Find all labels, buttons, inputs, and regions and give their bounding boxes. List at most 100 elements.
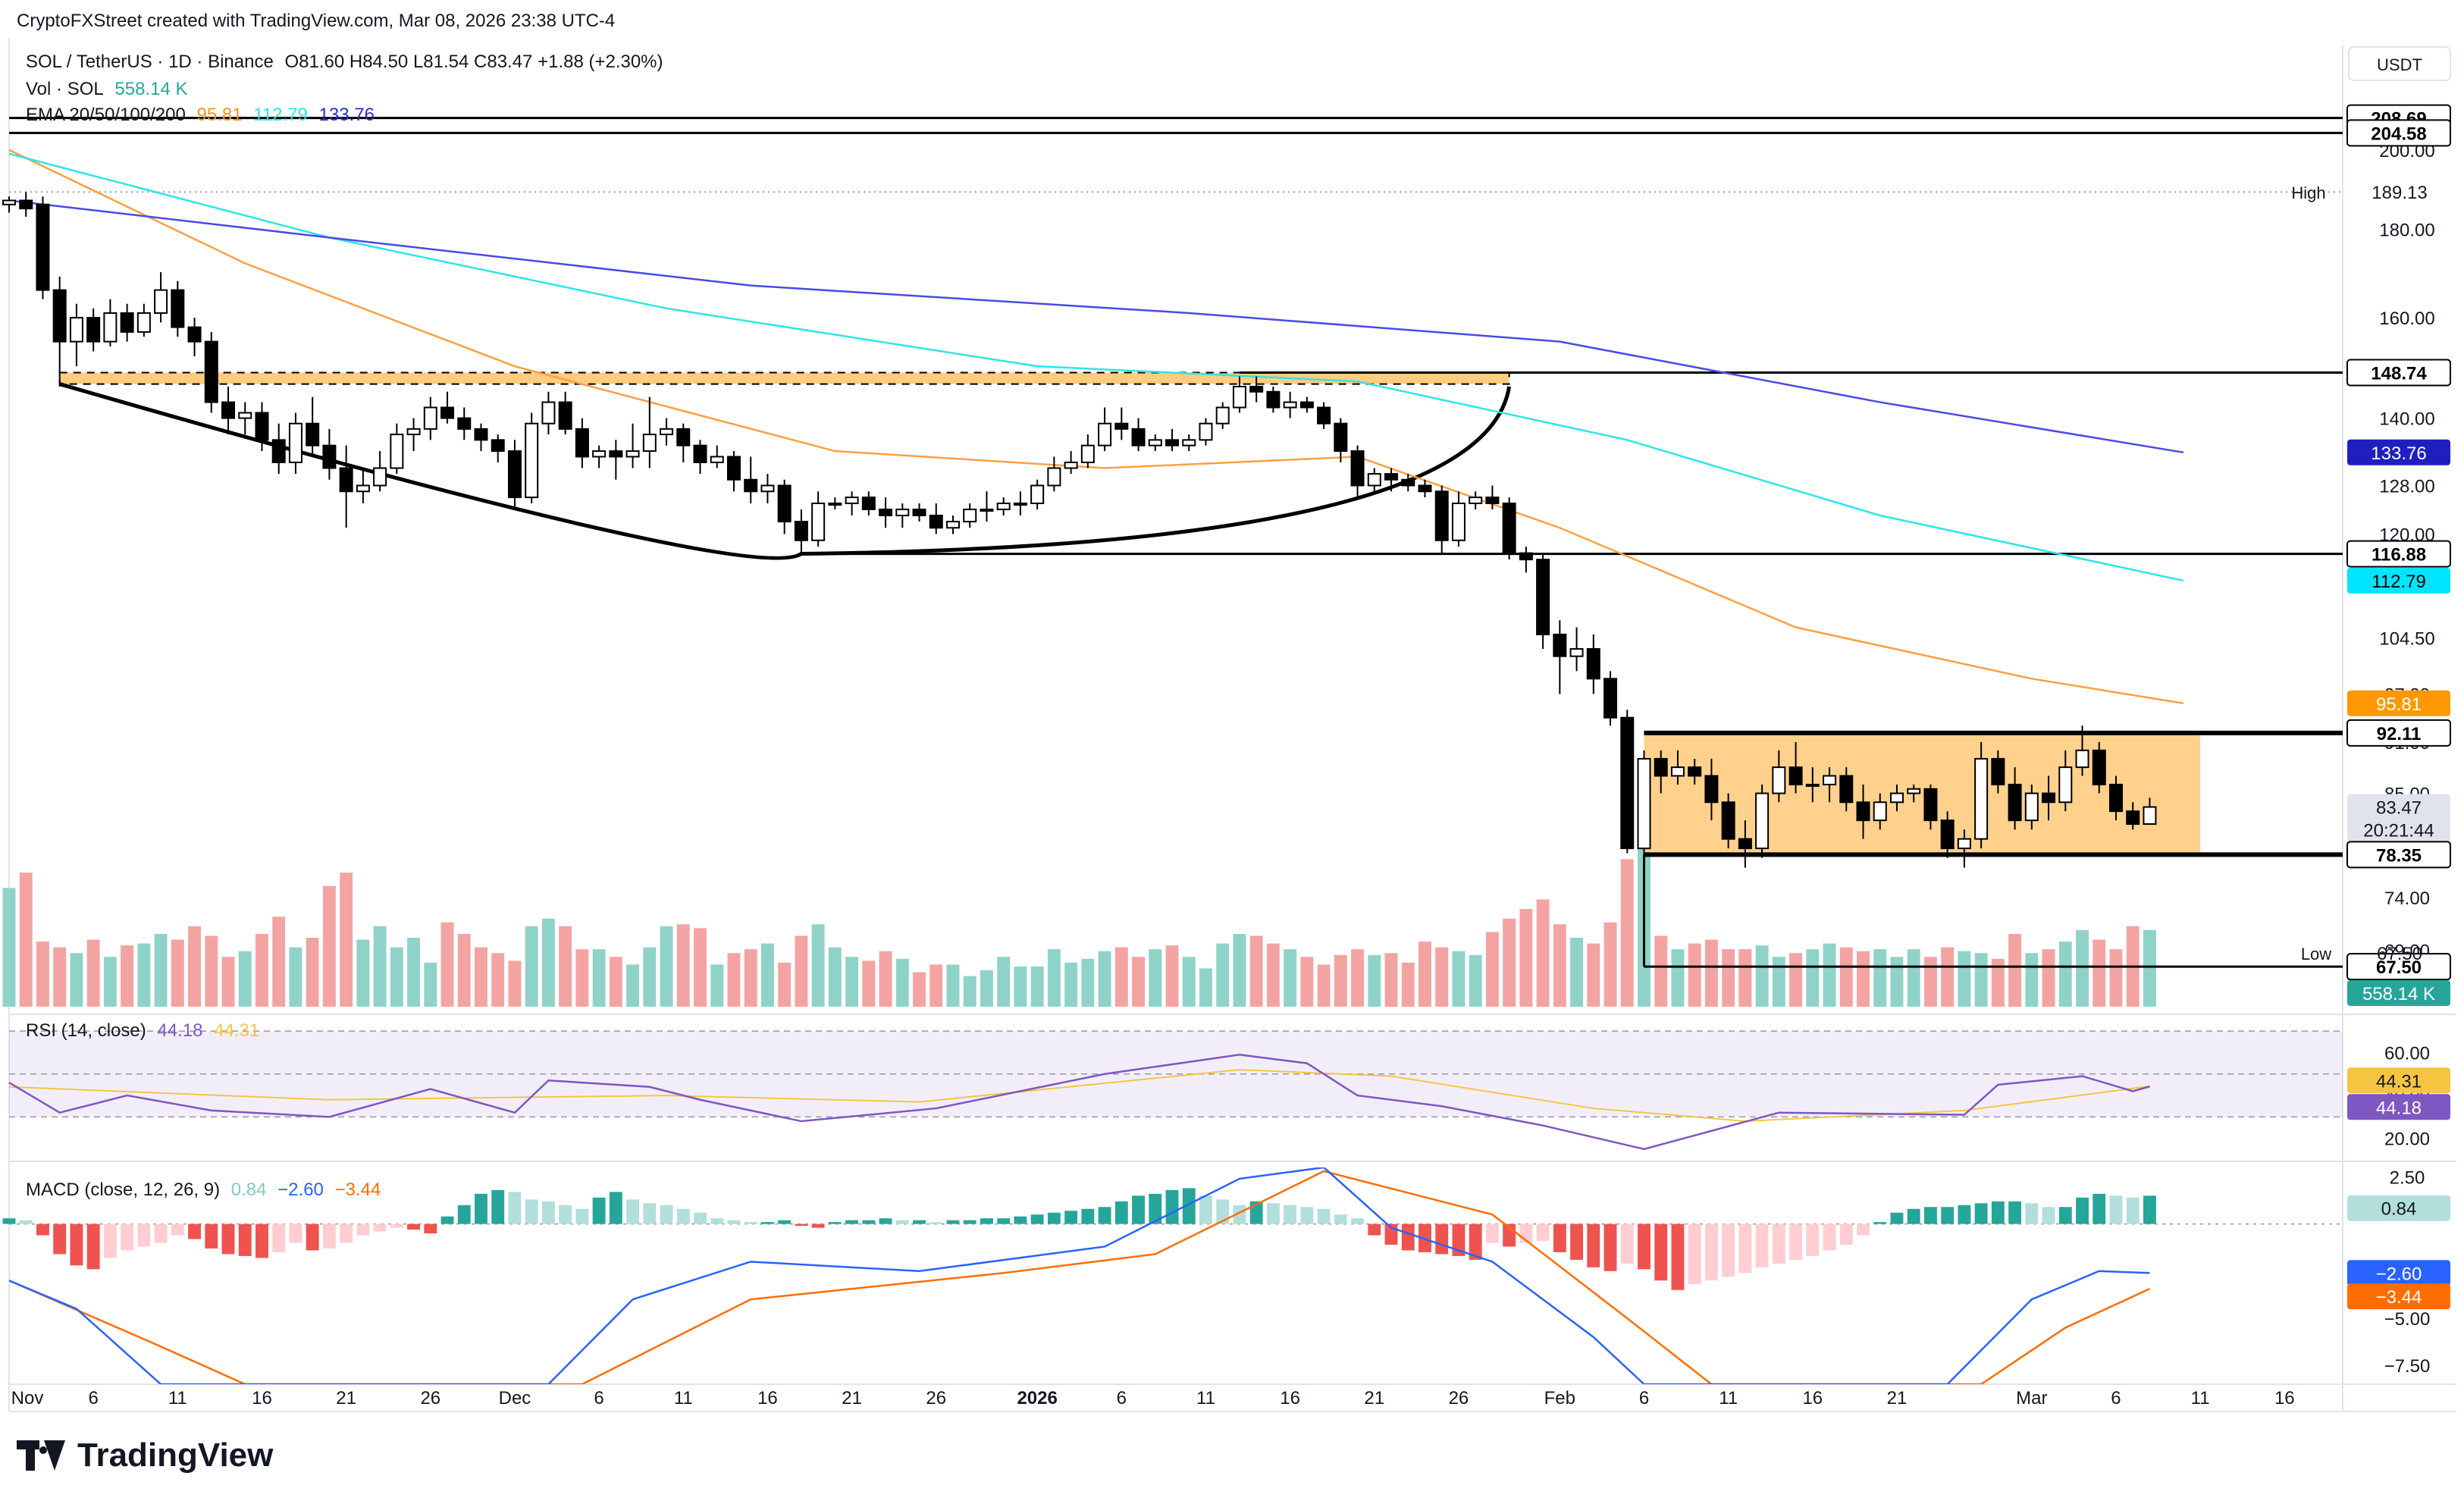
candle-body <box>1788 766 1803 785</box>
time-tick-label: Mar <box>2016 1388 2047 1408</box>
macd-histogram-bar <box>1907 1208 1920 1224</box>
candle-body <box>811 502 826 541</box>
candle <box>1974 741 1989 849</box>
candle-body <box>288 422 303 463</box>
macd-histogram-bar <box>1823 1224 1836 1251</box>
candle-body <box>710 456 724 463</box>
volume-bar <box>36 942 49 1007</box>
candle-body <box>271 439 286 463</box>
candle <box>1688 758 1702 785</box>
candle <box>861 491 876 515</box>
candle <box>1434 485 1449 553</box>
tradingview-logo[interactable]: TradingView <box>17 1437 273 1474</box>
volume-bar <box>2076 929 2089 1007</box>
candle <box>2008 767 2022 830</box>
macd-histogram-bar <box>1485 1224 1499 1243</box>
volume-bar <box>1132 957 1145 1007</box>
candle-body <box>845 497 859 504</box>
price-tag-label: 116.88 <box>2372 545 2426 566</box>
candle-body <box>625 450 640 458</box>
volume-bar <box>1064 962 1078 1007</box>
volume-bar <box>221 957 235 1007</box>
macd-histogram-bar <box>1249 1201 1263 1224</box>
macd-histogram-bar <box>676 1208 690 1224</box>
candle-body <box>879 508 893 516</box>
volume-bar <box>238 951 252 1007</box>
price-tag <box>2347 690 2450 716</box>
brand-name: TradingView <box>77 1437 274 1474</box>
rsi-ma-value: 44.31 <box>214 1020 260 1041</box>
volume-bar <box>1806 949 1820 1007</box>
volume-bar <box>340 873 353 1007</box>
ema-label[interactable]: EMA 20/50/100/200 <box>26 105 186 125</box>
candle <box>1805 767 1820 803</box>
macd-histogram-bar <box>879 1218 892 1224</box>
candle <box>474 423 488 452</box>
candle-body <box>1772 766 1786 794</box>
candle <box>660 418 674 446</box>
candle-body <box>1704 775 1719 804</box>
candle-body <box>507 450 522 499</box>
macd-histogram-bar <box>340 1224 353 1243</box>
volume-bar <box>760 943 774 1007</box>
price-tag-label: 148.74 <box>2371 364 2427 384</box>
candle-body <box>1080 444 1095 463</box>
macd-label[interactable]: MACD (close, 12, 26, 9) <box>26 1180 221 1200</box>
volume-bar <box>660 926 673 1007</box>
macd-histogram-bar <box>1688 1224 1701 1285</box>
candle <box>1670 750 1685 785</box>
candle <box>777 479 792 534</box>
candle <box>187 318 202 357</box>
candle <box>491 434 505 462</box>
candle-body <box>1232 385 1246 409</box>
candle-body <box>1823 775 1837 785</box>
candle-body <box>1283 401 1297 409</box>
volume-label[interactable]: Vol · SOL <box>26 79 104 99</box>
candle-body <box>794 521 808 541</box>
candle-body <box>996 502 1011 510</box>
rsi-label[interactable]: RSI (14, close) <box>26 1020 146 1041</box>
symbol-name[interactable]: SOL / TetherUS · 1D · Binance <box>26 52 274 72</box>
price-tag <box>2346 119 2451 147</box>
candle <box>136 303 151 337</box>
candle-body <box>1536 559 1550 635</box>
volume-bar <box>1839 947 1853 1007</box>
candle <box>2024 784 2039 830</box>
candle-body <box>423 406 437 430</box>
macd-histogram-bar <box>1182 1188 1196 1224</box>
candle-body <box>171 289 185 328</box>
price-tag <box>2346 953 2451 981</box>
volume-bar <box>997 957 1011 1007</box>
candle <box>1536 553 1550 650</box>
candle <box>1586 634 1600 694</box>
candle-body <box>1114 422 1129 430</box>
candle-body <box>1670 766 1685 777</box>
time-tick-label: Feb <box>1544 1388 1575 1408</box>
candle <box>1299 396 1314 413</box>
candle <box>828 497 842 509</box>
time-tick-label: 16 <box>1802 1388 1823 1408</box>
ema-200-line <box>8 199 2184 454</box>
volume-bar <box>1974 953 1988 1007</box>
candle <box>1873 793 1887 830</box>
price-tag <box>2347 439 2450 465</box>
price-tag <box>2347 816 2450 843</box>
candle-body <box>221 401 236 419</box>
candle-body <box>491 439 505 453</box>
volume-bar <box>1334 954 1347 1007</box>
price-tag <box>2346 359 2451 387</box>
candle <box>1283 391 1297 418</box>
candle <box>693 440 707 475</box>
ema20-value: 95.81 <box>196 105 243 125</box>
candle <box>1350 445 1365 498</box>
candle <box>204 331 218 413</box>
macd-histogram-bar <box>1216 1199 1230 1224</box>
volume-bar <box>373 926 387 1007</box>
candle <box>1654 750 1668 794</box>
price-tag-label: 112.79 <box>2372 572 2426 592</box>
low-value: 67.50 <box>2377 944 2422 964</box>
candle-body <box>1451 502 1466 541</box>
macd-histogram-bar <box>1755 1224 1769 1267</box>
candle <box>2126 802 2140 830</box>
